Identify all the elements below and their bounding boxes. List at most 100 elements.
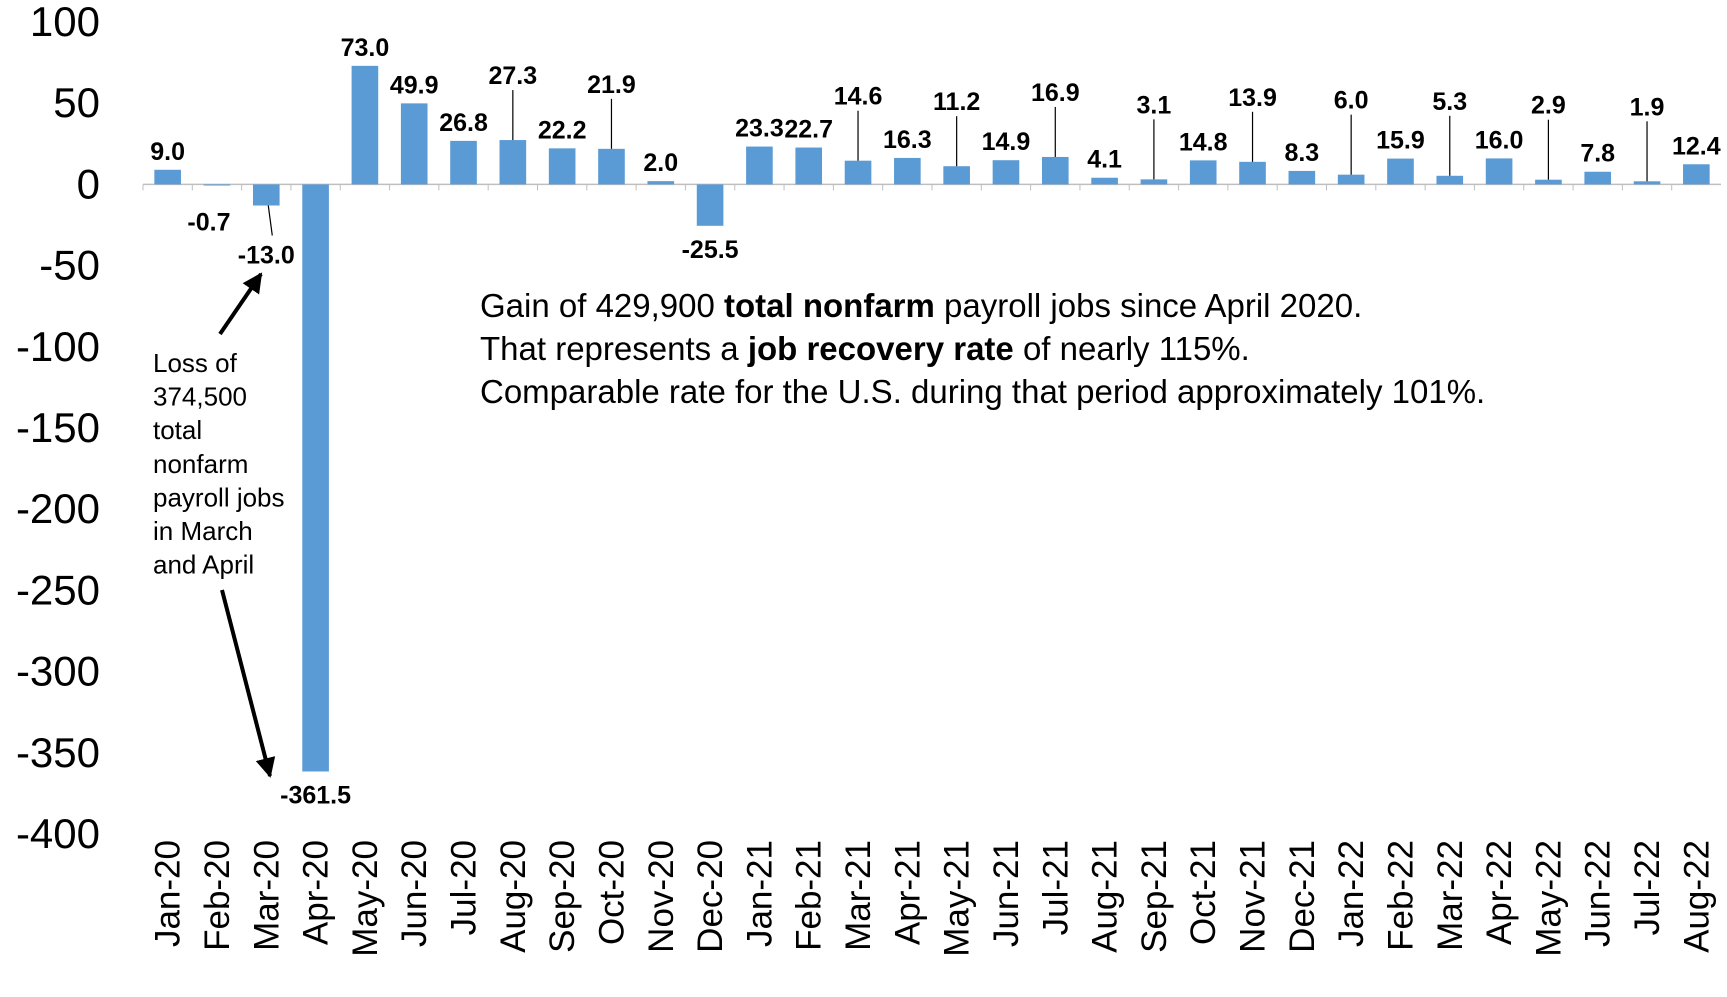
data-label: 12.4	[1672, 132, 1721, 160]
y-tick-label: -150	[16, 404, 100, 451]
data-label: 49.9	[390, 71, 439, 99]
bar	[1387, 158, 1414, 185]
bar	[499, 140, 527, 185]
annotation: payroll jobs	[153, 482, 285, 512]
data-label: 5.3	[1432, 88, 1467, 116]
data-label: -0.7	[187, 208, 230, 236]
annotation: total	[153, 415, 202, 445]
bar	[992, 160, 1020, 185]
y-tick-label: 100	[30, 0, 100, 45]
data-label: 27.3	[489, 62, 538, 90]
x-tick-label: Jun-22	[1579, 840, 1618, 947]
data-label: 14.6	[834, 83, 883, 111]
x-tick-label: Jan-22	[1332, 840, 1371, 947]
bar	[1239, 161, 1266, 185]
x-tick-label: Mar-22	[1431, 840, 1470, 951]
bar	[1485, 158, 1513, 185]
x-tick-label: Jul-21	[1036, 840, 1075, 935]
x-tick-label: Apr-22	[1480, 840, 1519, 945]
x-tick-label: May-22	[1529, 840, 1568, 957]
annotation-part: payroll jobs since April 2020.	[935, 287, 1362, 324]
data-label: 16.3	[883, 126, 932, 154]
x-tick-label: Feb-20	[198, 840, 237, 951]
bar	[302, 184, 329, 772]
annotation-part: total nonfarm	[724, 287, 935, 324]
annotation: 374,500	[153, 382, 247, 412]
bar	[154, 169, 181, 185]
x-tick-label: Nov-21	[1234, 840, 1273, 953]
annotation-part: of nearly 115%.	[1014, 330, 1250, 367]
bar	[598, 148, 625, 185]
x-tick-label: Jul-20	[445, 840, 484, 935]
data-label: 23.3	[735, 115, 784, 143]
arrow	[218, 272, 263, 336]
data-label: -25.5	[682, 236, 739, 264]
bar	[1337, 174, 1365, 185]
x-tick-label: Apr-21	[888, 840, 927, 945]
y-tick-label: -250	[16, 566, 100, 613]
x-tick-label: Mar-21	[839, 840, 878, 951]
bar	[1041, 156, 1069, 185]
annotation: Gain of 429,900 total nonfarm payroll jo…	[480, 287, 1362, 324]
x-tick-label: Oct-20	[592, 840, 631, 945]
annotation: Loss of	[153, 348, 238, 378]
data-label: 15.9	[1376, 127, 1425, 155]
bar	[795, 147, 823, 185]
annotation-part: That represents a	[480, 330, 748, 367]
bar	[894, 157, 921, 185]
annotation: and April	[153, 550, 254, 580]
x-tick-label: Dec-20	[691, 840, 730, 953]
bar	[1633, 181, 1661, 185]
x-tick-label: Sep-20	[543, 840, 582, 953]
annotation: Comparable rate for the U.S. during that…	[480, 373, 1485, 410]
data-label: 1.9	[1630, 93, 1665, 121]
x-tick-label: Sep-21	[1135, 840, 1174, 953]
annotation-part: job recovery rate	[747, 330, 1014, 367]
y-tick-label: 0	[77, 160, 100, 207]
x-tick-label: Mar-20	[247, 840, 286, 951]
bar	[1140, 179, 1168, 185]
bar	[400, 103, 428, 185]
x-tick-label: Jun-21	[987, 840, 1026, 947]
x-tick-label: Nov-20	[642, 840, 681, 953]
bar	[203, 184, 231, 186]
data-label: 6.0	[1334, 87, 1369, 115]
bar	[746, 146, 773, 185]
bar	[351, 65, 379, 185]
data-label: 73.0	[341, 34, 390, 62]
arrow	[220, 589, 276, 778]
data-label: -361.5	[280, 781, 351, 809]
x-tick-label: Aug-20	[494, 840, 533, 953]
x-tick-label: Jul-22	[1628, 840, 1667, 935]
bar	[1189, 160, 1217, 185]
data-label: 21.9	[587, 71, 636, 99]
annotation: in March	[153, 516, 253, 546]
x-tick-label: May-21	[938, 840, 977, 957]
data-label: 4.1	[1087, 146, 1122, 174]
x-tick-label: Dec-21	[1283, 840, 1322, 953]
annotation: nonfarm	[153, 449, 248, 479]
bar	[1091, 177, 1118, 185]
bar	[1436, 175, 1464, 185]
x-tick-label: Apr-20	[297, 840, 336, 945]
data-label: 9.0	[150, 138, 185, 166]
data-label: 22.7	[784, 116, 833, 144]
bar	[1288, 170, 1316, 185]
x-tick-label: Aug-21	[1086, 840, 1125, 953]
x-tick-label: May-20	[346, 840, 385, 957]
x-tick-label: Jan-21	[740, 840, 779, 947]
bar	[696, 184, 724, 226]
bar	[943, 166, 970, 185]
y-tick-label: -50	[39, 242, 100, 289]
leader-line	[267, 205, 273, 236]
x-tick-label: Jun-20	[395, 840, 434, 947]
x-tick-label: Feb-21	[790, 840, 829, 951]
data-label: 14.8	[1179, 128, 1228, 156]
data-label: 16.0	[1475, 126, 1524, 154]
y-tick-label: -200	[16, 485, 100, 532]
data-label: 22.2	[538, 116, 587, 144]
data-label: 7.8	[1580, 140, 1615, 168]
y-tick-label: -350	[16, 729, 100, 776]
annotation-part: Comparable rate for the U.S. during that…	[480, 373, 1485, 410]
